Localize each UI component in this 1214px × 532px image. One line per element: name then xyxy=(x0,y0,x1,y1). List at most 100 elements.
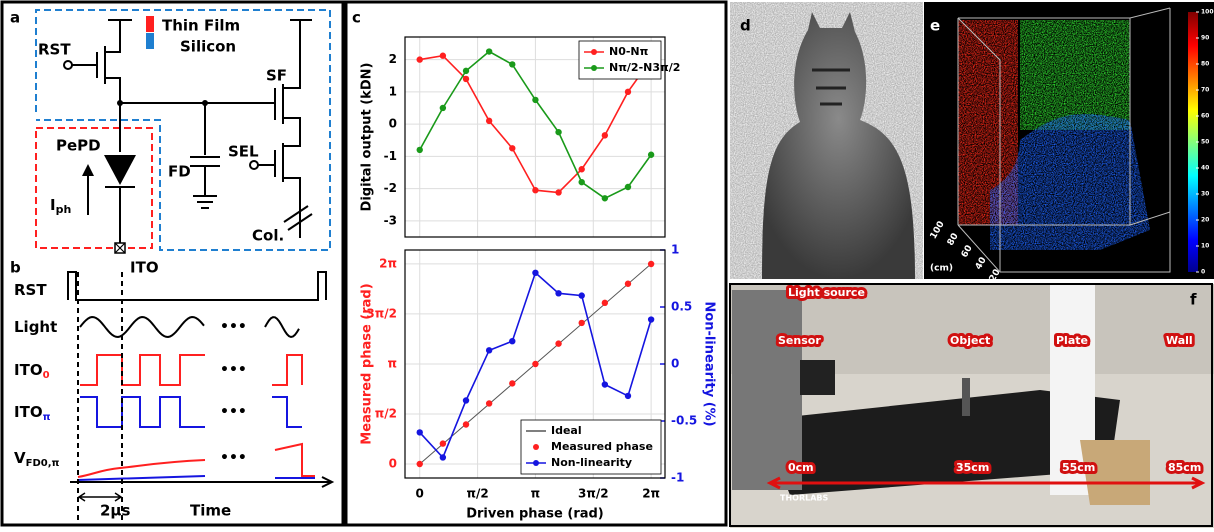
data-point xyxy=(532,96,539,104)
ellipsis: ••• xyxy=(220,319,247,335)
distance-label: 85cm xyxy=(1168,461,1201,474)
legend-label: Non-linearity xyxy=(551,456,632,469)
photo-label: Plate xyxy=(1056,334,1088,347)
y-tick-label: 0 xyxy=(389,456,397,470)
row-label: ITOπ xyxy=(14,403,51,424)
legend-label: Ideal xyxy=(551,424,582,437)
data-point xyxy=(578,319,585,327)
legend-label: Silicon xyxy=(180,38,236,56)
panel-label: a xyxy=(10,9,20,27)
data-point xyxy=(601,299,609,307)
y-tick-label: π/2 xyxy=(375,406,397,420)
y-tick-label: 3π/2 xyxy=(366,306,397,320)
distance-label: 35cm xyxy=(956,461,989,474)
data-point xyxy=(509,380,516,387)
x-axis-label: Driven phase (rad) xyxy=(466,507,604,522)
y-tick-label: 2π xyxy=(379,256,397,270)
y-tick-label: 0 xyxy=(389,117,397,131)
photo-label: Wall xyxy=(1166,334,1193,347)
x-tick-label: 3π/2 xyxy=(578,487,609,501)
legend-box xyxy=(578,40,662,80)
circuit-label: SF xyxy=(266,67,287,85)
y2-axis-label: Non-linearity (%) xyxy=(702,301,717,426)
ellipsis: ••• xyxy=(220,404,247,420)
legend-box xyxy=(520,419,662,475)
y-tick-label: 2 xyxy=(389,52,397,66)
legend-label: N0-Nπ xyxy=(609,45,649,58)
data-point xyxy=(601,195,609,202)
data-point xyxy=(485,117,493,125)
plot-frame xyxy=(404,36,666,238)
data-point xyxy=(416,429,423,436)
data-point xyxy=(485,48,493,55)
colorbar-label: 30 xyxy=(1201,191,1209,198)
brand-label: THORLABS xyxy=(780,494,829,503)
data-point xyxy=(578,166,585,173)
row-label: RST xyxy=(14,281,47,299)
ellipsis: ••• xyxy=(220,362,247,378)
x-tick-label: π xyxy=(531,487,541,501)
data-point xyxy=(555,290,562,297)
circuit-label: SEL xyxy=(228,143,259,161)
colorbar-label: 100 xyxy=(1201,9,1214,16)
distance-arrow xyxy=(766,476,1206,490)
x-tick-label: 0 xyxy=(416,487,424,501)
colorbar-label: 0 xyxy=(1201,269,1205,276)
data-point xyxy=(462,67,470,75)
circuit-label: ITO xyxy=(130,259,159,277)
label-main: V xyxy=(14,449,26,467)
panel-label: e xyxy=(930,17,940,35)
data-point xyxy=(416,146,423,154)
data-point xyxy=(624,88,632,96)
legend-marker xyxy=(533,460,539,466)
row-label: ITO0 xyxy=(14,361,50,382)
circuit-label: Col. xyxy=(252,227,284,245)
data-point xyxy=(647,151,655,158)
data-point xyxy=(485,347,493,354)
panel-label: d xyxy=(740,17,751,35)
colorbar-label: 60 xyxy=(1201,113,1209,120)
data-point xyxy=(462,397,470,404)
circuit-label: RST xyxy=(38,41,71,59)
row-label: Light xyxy=(14,318,57,336)
y-tick-label: -3 xyxy=(384,213,397,227)
data-point xyxy=(578,178,585,186)
panel-frame xyxy=(0,0,345,527)
axis-label: Time xyxy=(190,502,231,520)
photo-label: Object xyxy=(950,334,990,347)
data-point xyxy=(439,454,447,461)
colorbar-label: 50 xyxy=(1201,139,1209,146)
data-point xyxy=(509,338,516,345)
y2-tick-label: 0 xyxy=(671,357,679,371)
y-tick-label: π xyxy=(388,356,398,370)
y-axis-label: Digital output (kDN) xyxy=(360,63,375,212)
data-point xyxy=(555,340,562,347)
data-point xyxy=(462,421,470,428)
panel-label: f xyxy=(1190,291,1197,309)
data-point xyxy=(532,269,539,276)
panel-label: c xyxy=(352,9,361,27)
legend-label: Nπ/2-N3π/2 xyxy=(609,61,680,74)
colorbar-label: 80 xyxy=(1201,61,1209,68)
panel-frame xyxy=(344,0,728,527)
circuit-label: FD xyxy=(168,163,191,181)
plot-3d xyxy=(924,2,1214,279)
colorbar-label: 40 xyxy=(1201,165,1209,172)
data-point xyxy=(601,132,609,139)
distance-label: 55cm xyxy=(1062,461,1095,474)
photo-f xyxy=(730,284,1214,528)
timing-diagram xyxy=(67,271,335,525)
y2-tick-label: -0.5 xyxy=(671,414,697,428)
distance-label: 0cm xyxy=(788,461,814,474)
label-sub: 0 xyxy=(43,370,50,381)
y-tick-label: 1 xyxy=(389,84,397,98)
label-main: ITO xyxy=(14,361,43,379)
panel-frame xyxy=(729,283,1213,527)
interval-label: 2μs xyxy=(100,502,130,520)
data-point xyxy=(601,381,609,388)
data-point xyxy=(532,187,539,194)
y-axis-label: Measured phase (rad) xyxy=(360,283,375,444)
plot-frame xyxy=(404,249,666,479)
label-sub: FD0,π xyxy=(26,458,60,469)
